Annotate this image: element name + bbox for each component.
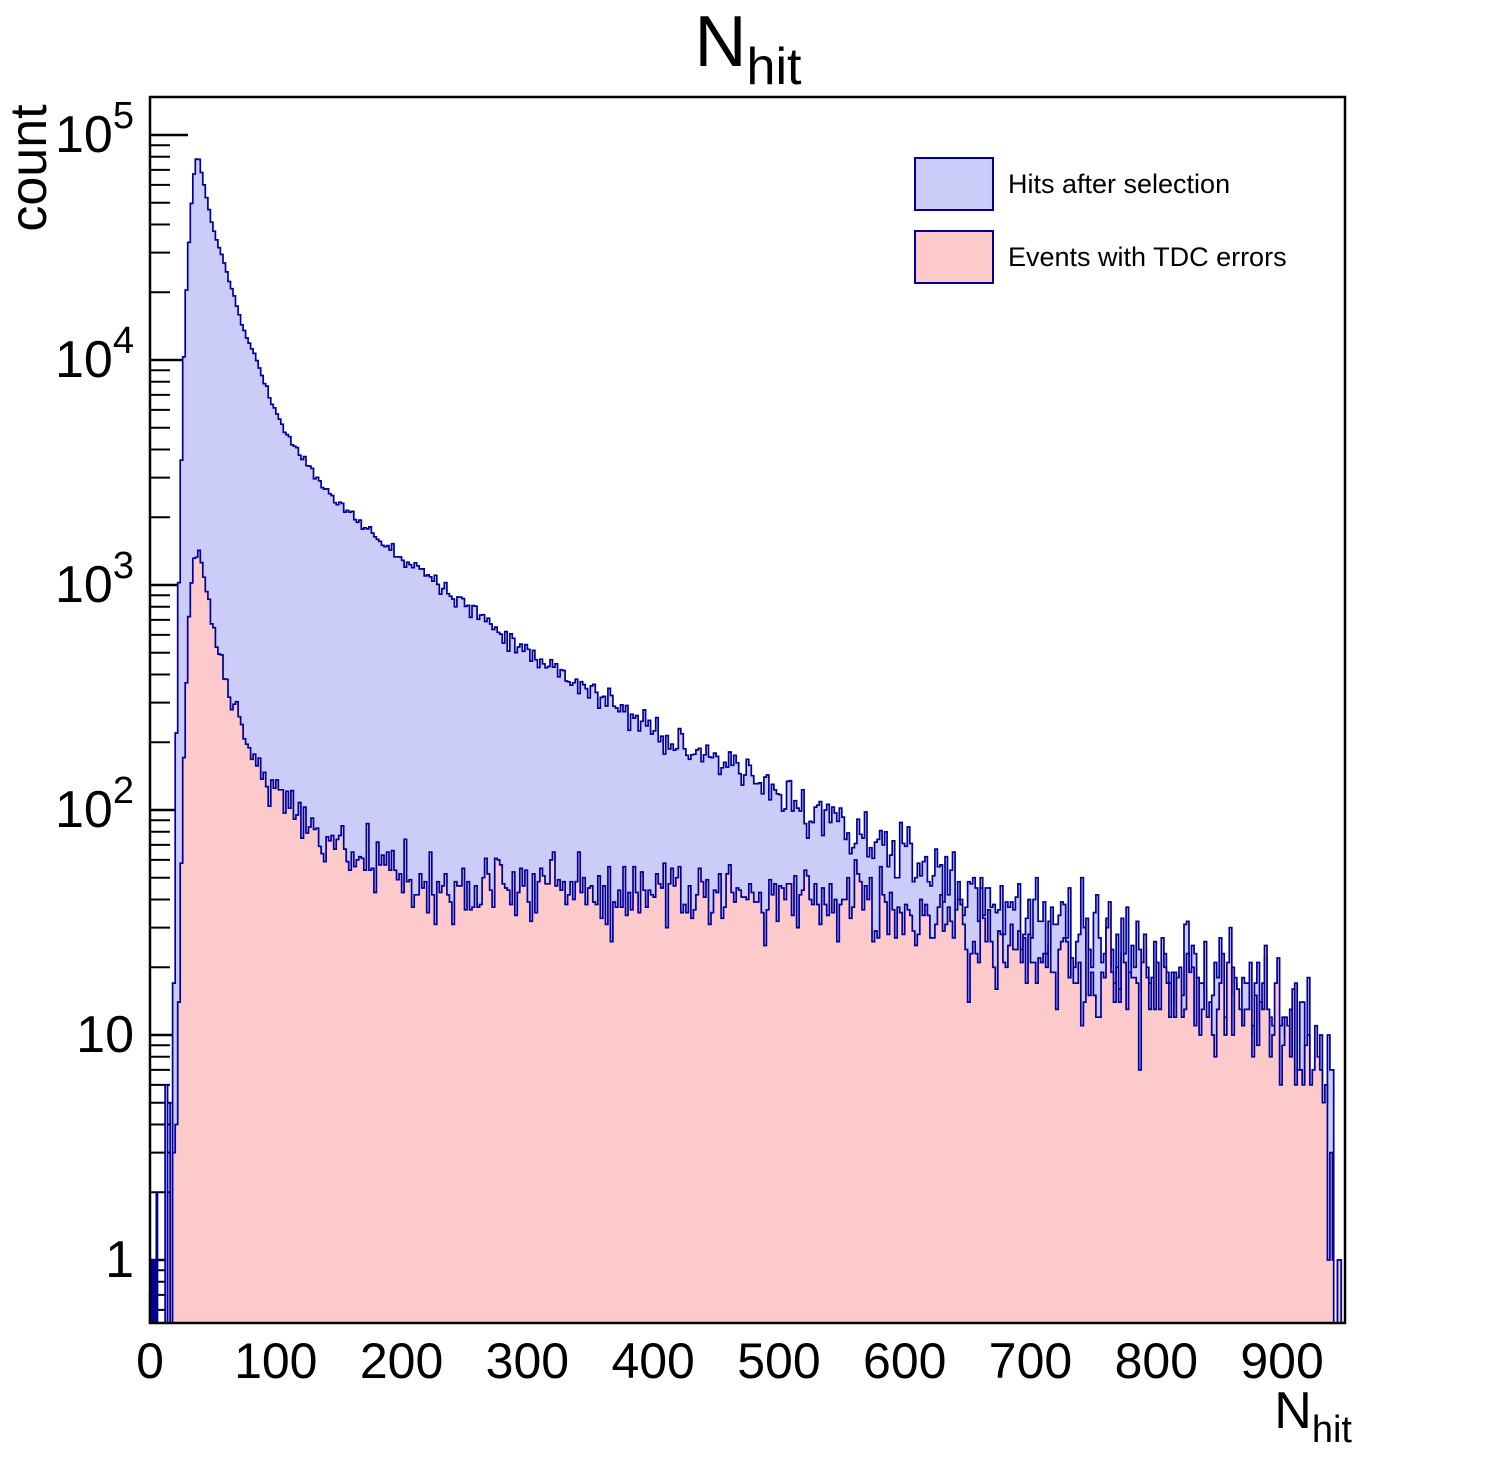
x-tick-label: 700 [989, 1333, 1072, 1389]
x-tick-label: 400 [611, 1333, 694, 1389]
x-axis-title-main: N [1274, 1382, 1312, 1440]
x-tick-label: 200 [360, 1333, 443, 1389]
legend: Hits after selection Events with TDC err… [914, 157, 1287, 284]
x-axis-title-sub: hit [1312, 1409, 1353, 1451]
legend-label-events-with-tdc-errors: Events with TDC errors [1008, 242, 1287, 272]
x-tick-label: 500 [737, 1333, 820, 1389]
x-tick-label: 0 [136, 1333, 164, 1389]
legend-swatch-events-with-tdc-errors-border [914, 230, 994, 284]
legend-swatch-hits-after-selection [915, 158, 993, 210]
y-axis-title: count [0, 104, 58, 232]
y-tick-label: 103 [55, 545, 134, 614]
chart-title-sub: hit [747, 38, 802, 96]
x-tick-label: 100 [234, 1333, 317, 1389]
x-tick-label: 900 [1240, 1333, 1323, 1389]
y-tick-label: 104 [55, 320, 134, 389]
legend-swatch-events-with-tdc-errors [915, 231, 993, 283]
histogram-series [150, 158, 1343, 1324]
y-tick-label: 1 [105, 1231, 134, 1289]
x-tick-label: 300 [486, 1333, 569, 1389]
y-tick-label: 105 [55, 95, 134, 164]
legend-label-hits-after-selection: Hits after selection [1008, 169, 1230, 199]
x-tick-label: 800 [1115, 1333, 1198, 1389]
axis-tick-labels: 1 10 102 103 104 105 0 100 200 300 400 500 600 700 800… [55, 95, 1324, 1389]
series-events-with-tdc-errors [150, 549, 1343, 1324]
x-tick-label: 600 [863, 1333, 946, 1389]
x-axis-title: Nhit [1274, 1382, 1352, 1451]
chart-title-main: N [695, 2, 747, 82]
y-tick-label: 10 [76, 1006, 134, 1064]
legend-swatch-hits-after-selection-border [914, 157, 994, 211]
plot-frame [148, 95, 1347, 1325]
chart-title: Nhit [695, 2, 802, 96]
y-tick-label: 102 [55, 770, 134, 839]
